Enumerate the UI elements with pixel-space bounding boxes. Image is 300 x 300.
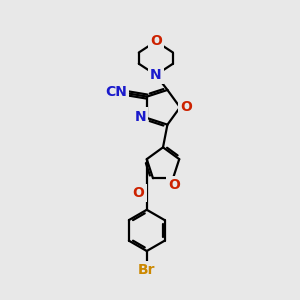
Text: Br: Br: [138, 263, 155, 277]
Text: N: N: [135, 110, 146, 124]
Text: O: O: [169, 178, 181, 192]
Text: O: O: [150, 34, 162, 48]
Text: O: O: [180, 100, 192, 114]
Text: CN: CN: [105, 85, 127, 100]
Text: N: N: [150, 68, 162, 82]
Text: O: O: [133, 186, 145, 200]
